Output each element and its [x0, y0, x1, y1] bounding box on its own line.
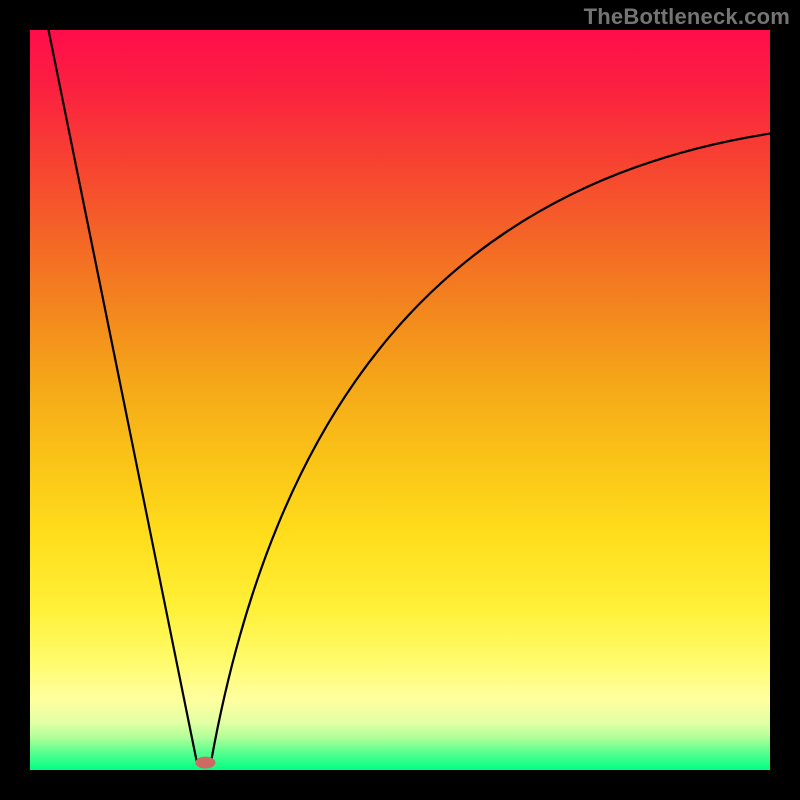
plot-area [30, 30, 770, 770]
chart-container: TheBottleneck.com [0, 0, 800, 800]
optimal-point-marker [195, 757, 215, 769]
watermark-text: TheBottleneck.com [584, 4, 790, 30]
chart-svg [0, 0, 800, 800]
